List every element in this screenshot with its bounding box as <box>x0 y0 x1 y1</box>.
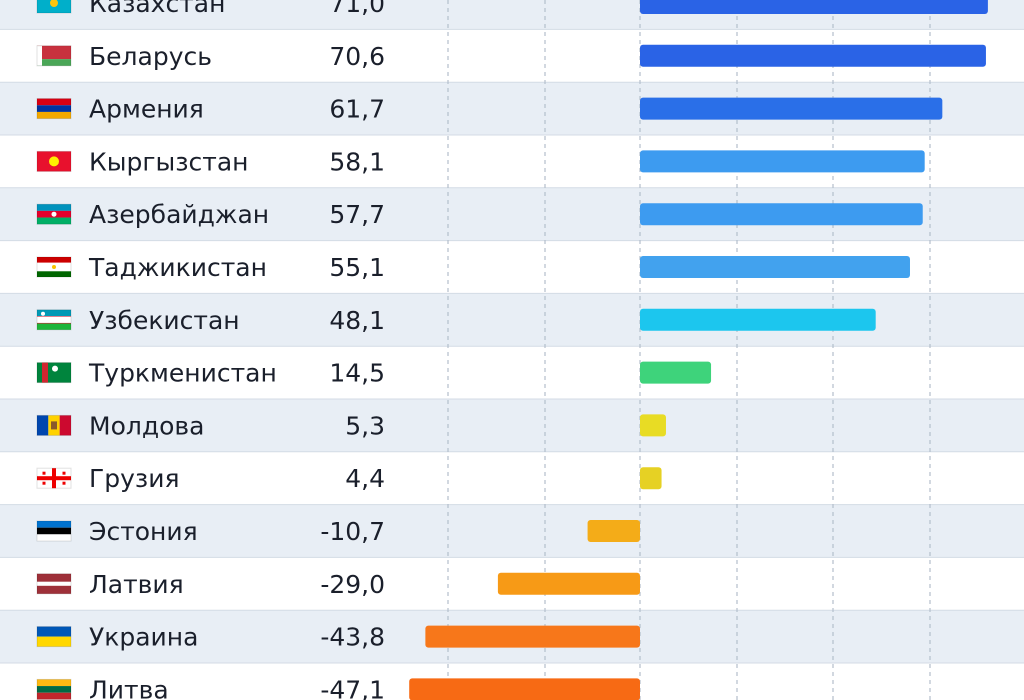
category-label: Туркменистан <box>88 359 277 388</box>
bar <box>425 625 640 648</box>
bar <box>640 308 876 331</box>
value-label: 4,4 <box>345 464 385 493</box>
am-flag-icon <box>36 98 72 120</box>
bar <box>640 44 986 67</box>
bar <box>640 361 712 384</box>
bar <box>497 572 640 595</box>
category-label: Кыргызстан <box>89 147 249 176</box>
category-label: Эстония <box>89 517 198 546</box>
value-label: -10,7 <box>320 517 385 546</box>
uz-flag-icon <box>36 309 72 331</box>
row-stripe <box>0 346 1024 399</box>
lt-flag-icon <box>36 678 72 700</box>
bar <box>640 150 925 173</box>
bar <box>640 467 662 490</box>
ee-flag-icon <box>36 520 72 542</box>
category-label: Литва <box>89 675 169 700</box>
bar <box>640 414 666 437</box>
bar <box>640 203 923 226</box>
value-label: 58,1 <box>329 147 385 176</box>
row-stripe <box>0 451 1024 505</box>
category-label: Беларусь <box>89 42 212 71</box>
kg-flag-icon <box>36 150 72 172</box>
value-label: 55,1 <box>329 253 385 282</box>
az-flag-icon <box>36 203 72 225</box>
category-label: Казахстан <box>89 0 225 18</box>
value-label: -29,0 <box>320 570 385 599</box>
tj-flag-icon <box>36 256 72 278</box>
category-label: Латвия <box>89 570 184 599</box>
value-label: -47,1 <box>320 675 385 700</box>
value-label: 48,1 <box>329 306 385 335</box>
value-label: 5,3 <box>345 411 385 440</box>
category-label: Азербайджан <box>89 200 269 229</box>
category-label: Грузия <box>89 464 180 493</box>
bar <box>409 678 640 700</box>
md-flag-icon <box>36 414 72 436</box>
kz-flag-icon <box>36 0 72 14</box>
row-stripe <box>0 399 1024 452</box>
by-flag-icon <box>36 45 72 67</box>
lv-flag-icon <box>36 573 72 595</box>
value-label: 70,6 <box>329 42 385 71</box>
bar <box>640 0 988 14</box>
value-label: 61,7 <box>329 95 385 124</box>
tm-flag-icon <box>36 362 72 384</box>
bar <box>640 256 910 278</box>
bar <box>640 97 943 120</box>
category-label: Узбекистан <box>89 306 240 335</box>
value-label: 57,7 <box>329 200 385 229</box>
row-stripe <box>0 504 1024 558</box>
value-label: -43,8 <box>320 623 385 652</box>
category-label: Таджикистан <box>88 253 267 282</box>
ge-flag-icon <box>36 467 72 489</box>
category-label: Молдова <box>89 411 204 440</box>
ua-flag-icon <box>36 626 72 648</box>
category-label: Украина <box>89 623 198 652</box>
category-label: Армения <box>89 95 204 124</box>
value-label: 14,5 <box>329 359 385 388</box>
value-label: 71,0 <box>329 0 385 18</box>
bar <box>587 520 640 542</box>
